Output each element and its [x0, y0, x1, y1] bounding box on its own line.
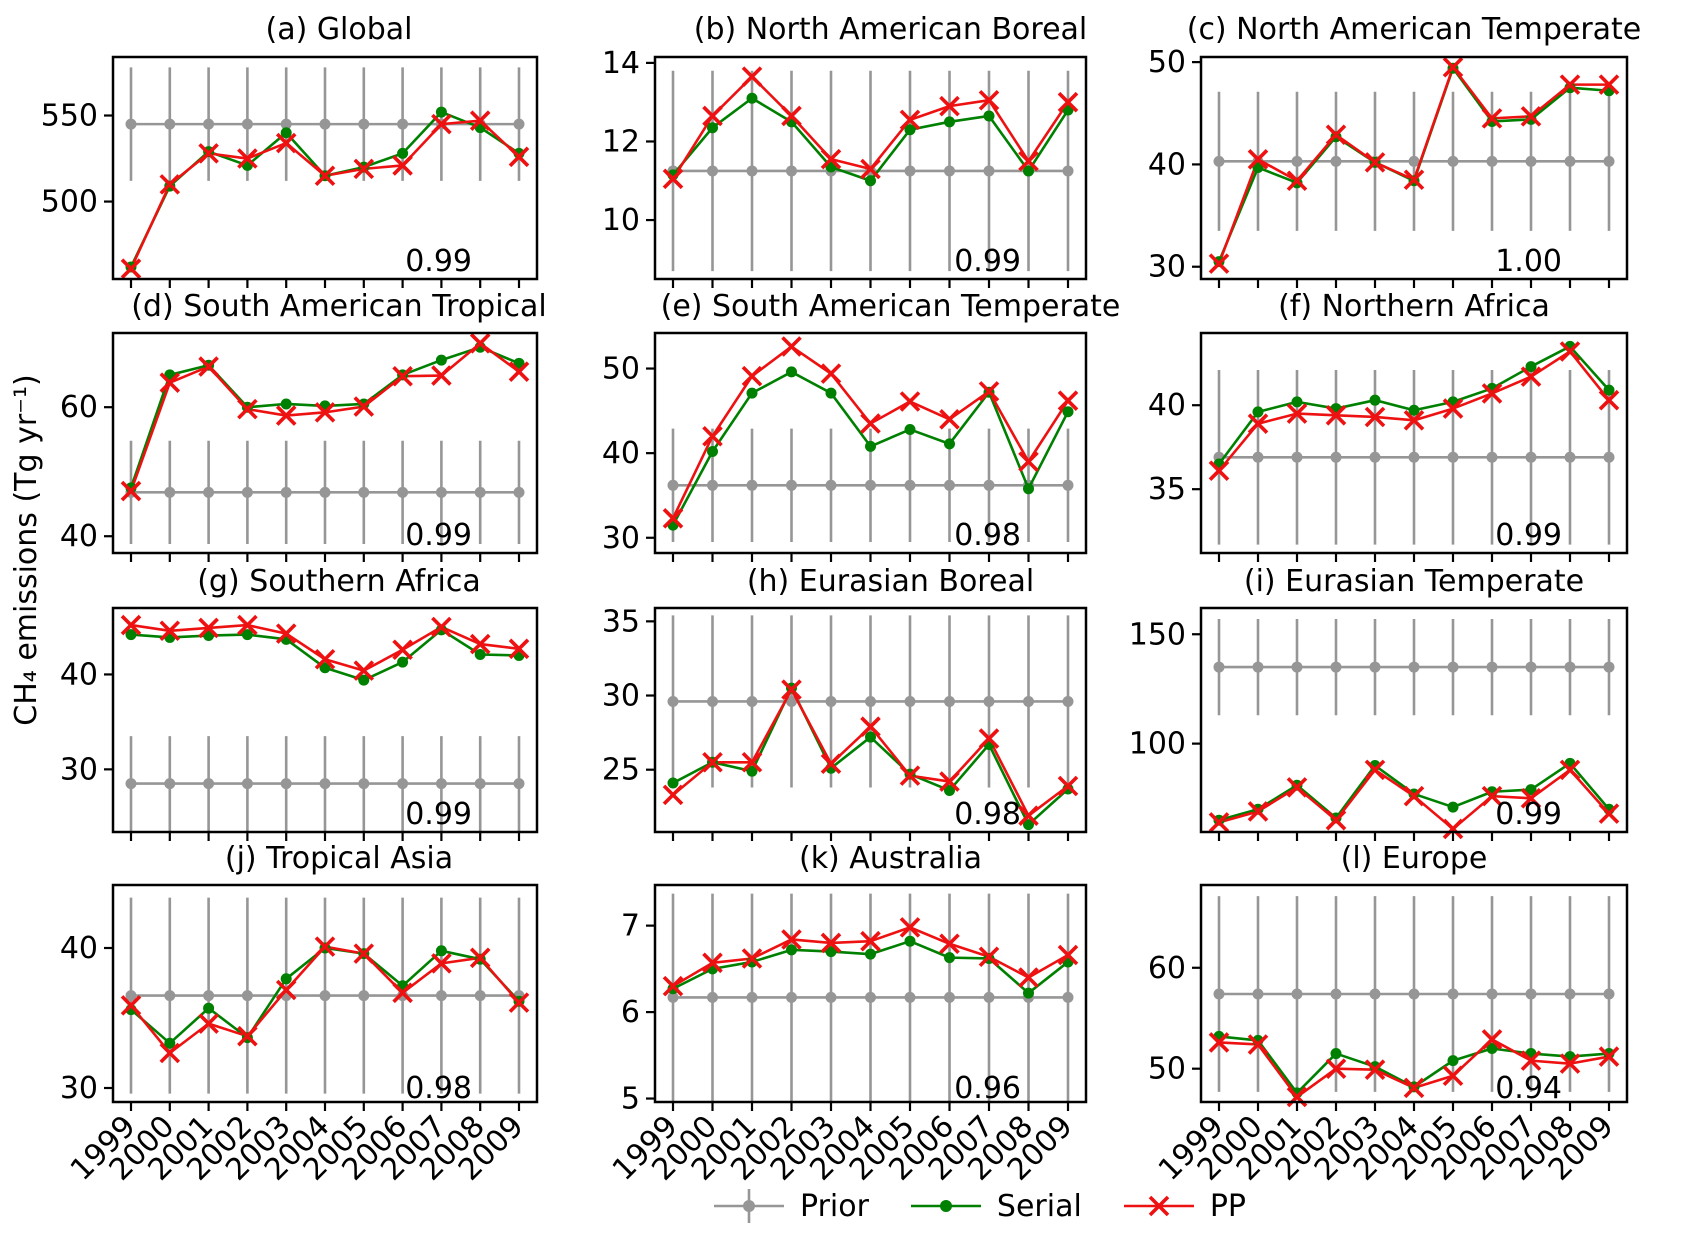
panel-title-j: (j) Tropical Asia	[224, 841, 454, 876]
serial-line-icon	[910, 1200, 981, 1212]
svg-text:12: 12	[602, 124, 640, 159]
legend-label-serial: Serial	[996, 1188, 1082, 1224]
svg-text:50: 50	[1148, 45, 1186, 80]
legend-item-serial: Serial	[907, 1186, 1082, 1226]
svg-text:35: 35	[602, 604, 640, 639]
svg-text:150: 150	[1129, 617, 1186, 652]
panel-title-d: (d) South American Tropical	[131, 289, 547, 324]
svg-text:6: 6	[621, 995, 640, 1030]
svg-text:10: 10	[602, 203, 640, 238]
svg-text:50: 50	[1148, 1052, 1186, 1087]
corr-label-f: 0.99	[1495, 518, 1562, 553]
svg-text:40: 40	[602, 436, 640, 471]
y-axis-label: CH₄ emissions (Tg yr⁻¹)	[9, 374, 44, 726]
svg-text:40: 40	[60, 931, 98, 966]
panel-title-f: (f) Northern Africa	[1278, 289, 1550, 324]
legend-label-pp: PP	[1209, 1188, 1246, 1224]
corr-label-i: 0.99	[1495, 797, 1562, 832]
svg-text:40: 40	[1148, 388, 1186, 423]
svg-text:30: 30	[60, 1071, 98, 1106]
prior-errorbar-icon	[714, 1189, 784, 1223]
svg-text:40: 40	[60, 519, 98, 554]
corr-label-j: 0.98	[405, 1071, 472, 1106]
panel-title-e: (e) South American Temperate	[660, 289, 1121, 324]
corr-label-l: 0.94	[1495, 1071, 1562, 1106]
svg-text:40: 40	[1148, 147, 1186, 182]
corr-label-g: 0.99	[405, 797, 472, 832]
pp-cross-icon	[1123, 1195, 1194, 1217]
svg-text:30: 30	[602, 521, 640, 556]
svg-text:30: 30	[60, 752, 98, 787]
panel-title-l: (l) Europe	[1340, 841, 1488, 876]
corr-label-a: 0.99	[405, 244, 472, 279]
corr-label-c: 1.00	[1495, 244, 1562, 279]
panel-title-h: (h) Eurasian Boreal	[746, 564, 1035, 599]
panel-title-i: (i) Eurasian Temperate	[1243, 564, 1585, 599]
svg-text:60: 60	[1148, 951, 1186, 986]
panel-title-c: (c) North American Temperate	[1186, 12, 1642, 47]
svg-text:25: 25	[602, 753, 640, 788]
svg-text:30: 30	[1148, 250, 1186, 285]
legend-label-prior: Prior	[800, 1188, 869, 1224]
svg-text:5: 5	[621, 1082, 640, 1117]
svg-text:7: 7	[621, 909, 640, 944]
corr-label-e: 0.98	[954, 518, 1021, 553]
corr-label-h: 0.98	[954, 797, 1021, 832]
panel-title-b: (b) North American Boreal	[693, 12, 1088, 47]
svg-text:550: 550	[41, 99, 98, 134]
svg-text:30: 30	[602, 679, 640, 714]
svg-text:500: 500	[41, 185, 98, 220]
legend: Prior Serial PP	[710, 1186, 1246, 1226]
legend-item-pp: PP	[1120, 1186, 1246, 1226]
corr-label-b: 0.99	[954, 244, 1021, 279]
panel-title-g: (g) Southern Africa	[197, 564, 481, 599]
corr-label-k: 0.96	[954, 1071, 1021, 1106]
svg-text:100: 100	[1129, 727, 1186, 762]
svg-text:60: 60	[60, 390, 98, 425]
svg-text:14: 14	[602, 46, 640, 81]
panel-title-a: (a) Global	[265, 12, 413, 47]
svg-text:40: 40	[60, 657, 98, 692]
svg-text:50: 50	[602, 352, 640, 387]
legend-item-prior: Prior	[710, 1186, 869, 1226]
svg-text:35: 35	[1148, 472, 1186, 507]
corr-label-d: 0.99	[405, 518, 472, 553]
panel-title-k: (k) Australia	[798, 841, 983, 876]
